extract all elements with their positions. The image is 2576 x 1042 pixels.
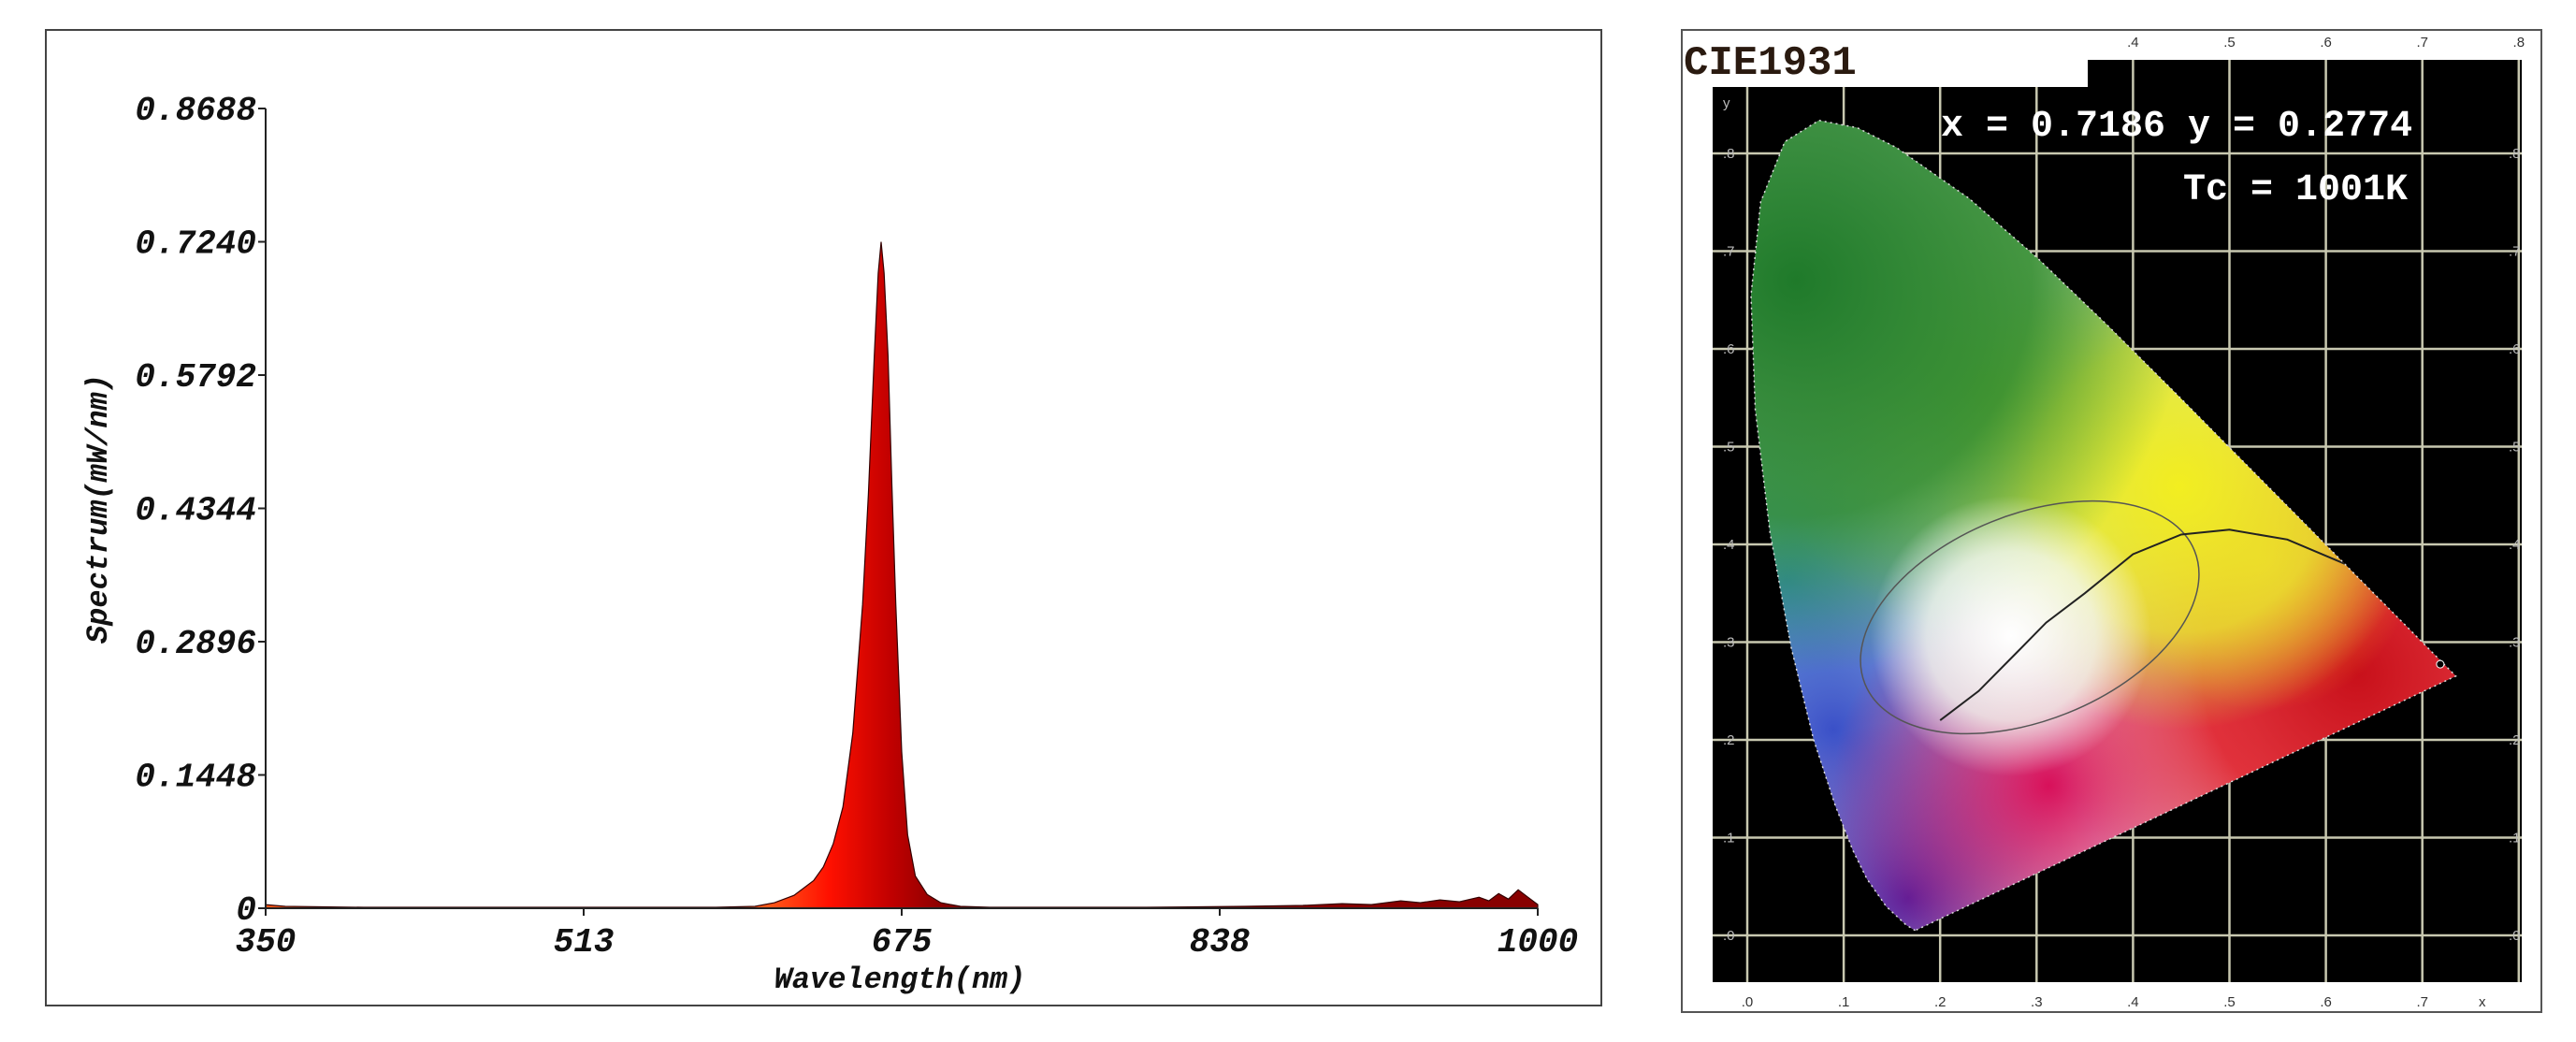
- cie-y-tick-label-right: .1: [2509, 831, 2521, 847]
- cie-title: CIE1931: [1684, 40, 1857, 87]
- cie-frame: [1681, 29, 2542, 1013]
- y-tick-label: 0.5792: [135, 358, 256, 397]
- cie-y-tick-label: .3: [1723, 635, 1735, 651]
- cie-y-tick-label-right: .8: [2509, 146, 2521, 162]
- tc-readout: Tc = 1001K: [2183, 169, 2408, 211]
- planckian-locus: [1939, 528, 2346, 721]
- cie-y-tick-label: .0: [1723, 928, 1735, 944]
- spectrum-chart: 0 0.1448 0.2896 0.4344 0.5792 0.7240 0.8688 35…: [45, 29, 1602, 1006]
- chart-frame: [45, 29, 1602, 1006]
- cie-y-tick-label-right: .4: [2509, 537, 2521, 553]
- cie-top-tick-label: .8: [2513, 35, 2525, 51]
- cie-top-tick-label: .6: [2320, 35, 2332, 51]
- x-tick-label: 513: [554, 923, 615, 962]
- cie-x-tick-label: .4: [2127, 994, 2139, 1010]
- white-region-outline: [1860, 499, 2200, 735]
- y-tick-label: 0.8688: [135, 92, 256, 130]
- spectral-locus: [1751, 120, 2456, 931]
- cie-top-tick-label: .5: [2223, 35, 2236, 51]
- y-tick-label: 0.2896: [135, 625, 256, 663]
- cie-y-tick-label-right: .7: [2509, 244, 2521, 260]
- cie-x-tick-label: .6: [2320, 994, 2332, 1010]
- cie-x-tick-label: .5: [2223, 994, 2236, 1010]
- x-tick-label: 675: [872, 923, 933, 962]
- cie-y-tick-label-right: .0: [2509, 928, 2521, 944]
- cie-x-tick-label: .0: [1742, 994, 1754, 1010]
- x-tick-label: 838: [1190, 923, 1251, 962]
- y-tick-label: 0.7240: [135, 225, 256, 264]
- cie-x-tick-label: .3: [2031, 994, 2043, 1010]
- x-tick-label: 1000: [1498, 923, 1578, 962]
- cie-y-tick-label: .2: [1723, 732, 1735, 748]
- cie-plot-background: [1713, 60, 2522, 982]
- spectrum-area: [265, 241, 1539, 909]
- x-tick-label: 350: [236, 923, 297, 962]
- y-tick-label: 0.1448: [135, 759, 256, 797]
- chromaticity-point: [2436, 659, 2445, 669]
- cie-y-tick-label-right: .2: [2509, 732, 2521, 748]
- cie-y-tick-label-right: .3: [2509, 635, 2521, 651]
- cie-x-tick-label: .2: [1934, 994, 1946, 1010]
- cie-y-tick-label: .5: [1723, 440, 1735, 456]
- cie-y-tick-label: .1: [1723, 831, 1735, 847]
- cie-top-tick-label: .4: [2127, 35, 2139, 51]
- cie-y-tick-label: .4: [1723, 537, 1735, 553]
- cie-y-tick-label: .7: [1723, 244, 1735, 260]
- cie-x-tick-label: .1: [1838, 994, 1850, 1010]
- cie-y-tick-label-right: .5: [2509, 440, 2521, 456]
- cie-title-box: [1683, 31, 2088, 87]
- cie-x-tick-label: .7: [2416, 994, 2428, 1010]
- cie-y-tick-label: .6: [1723, 341, 1735, 357]
- y-tick-label: 0.4344: [135, 492, 256, 530]
- y-axis-label: Spectrum(mW/nm): [81, 374, 116, 644]
- cie-y-tick-label-right: .6: [2509, 341, 2521, 357]
- cie-y-axis-letter: y: [1723, 95, 1730, 111]
- y-tick-label: 0: [236, 891, 256, 930]
- spectral-locus-outline: [1750, 119, 2457, 932]
- cie-y-tick-label: .8: [1723, 146, 1735, 162]
- cie-x-axis-letter: x: [2479, 994, 2486, 1010]
- xy-readout: x = 0.7186 y = 0.2774: [1941, 106, 2412, 148]
- cie-top-tick-label: .7: [2416, 35, 2428, 51]
- x-axis-label: Wavelength(nm): [774, 962, 1026, 997]
